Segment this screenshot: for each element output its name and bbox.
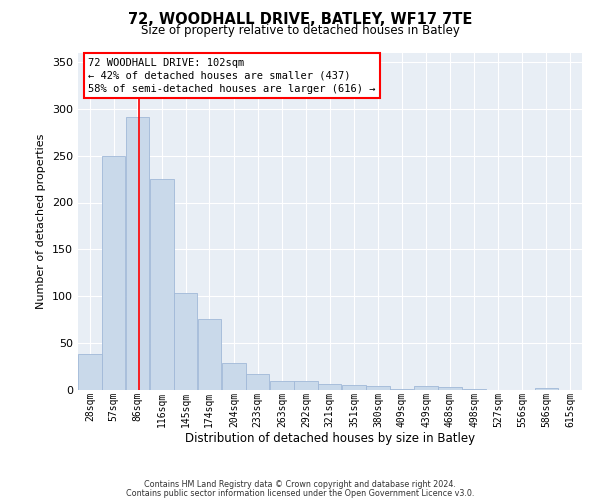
Bar bbox=[246, 374, 269, 390]
Bar bbox=[222, 363, 245, 390]
Bar bbox=[174, 294, 197, 390]
Bar bbox=[390, 389, 413, 390]
Y-axis label: Number of detached properties: Number of detached properties bbox=[37, 134, 46, 309]
X-axis label: Distribution of detached houses by size in Batley: Distribution of detached houses by size … bbox=[185, 432, 475, 445]
Bar bbox=[150, 179, 173, 390]
Text: Size of property relative to detached houses in Batley: Size of property relative to detached ho… bbox=[140, 24, 460, 37]
Bar bbox=[343, 386, 366, 390]
Bar bbox=[102, 156, 125, 390]
Bar bbox=[366, 386, 389, 390]
Bar bbox=[125, 117, 149, 390]
Bar bbox=[271, 380, 294, 390]
Bar bbox=[438, 387, 461, 390]
Bar bbox=[415, 386, 438, 390]
Bar bbox=[463, 389, 486, 390]
Text: 72, WOODHALL DRIVE, BATLEY, WF17 7TE: 72, WOODHALL DRIVE, BATLEY, WF17 7TE bbox=[128, 12, 472, 28]
Bar bbox=[294, 380, 317, 390]
Bar bbox=[197, 319, 221, 390]
Bar bbox=[535, 388, 558, 390]
Text: Contains public sector information licensed under the Open Government Licence v3: Contains public sector information licen… bbox=[126, 488, 474, 498]
Bar bbox=[78, 354, 101, 390]
Text: Contains HM Land Registry data © Crown copyright and database right 2024.: Contains HM Land Registry data © Crown c… bbox=[144, 480, 456, 489]
Bar bbox=[318, 384, 341, 390]
Text: 72 WOODHALL DRIVE: 102sqm
← 42% of detached houses are smaller (437)
58% of semi: 72 WOODHALL DRIVE: 102sqm ← 42% of detac… bbox=[88, 58, 376, 94]
